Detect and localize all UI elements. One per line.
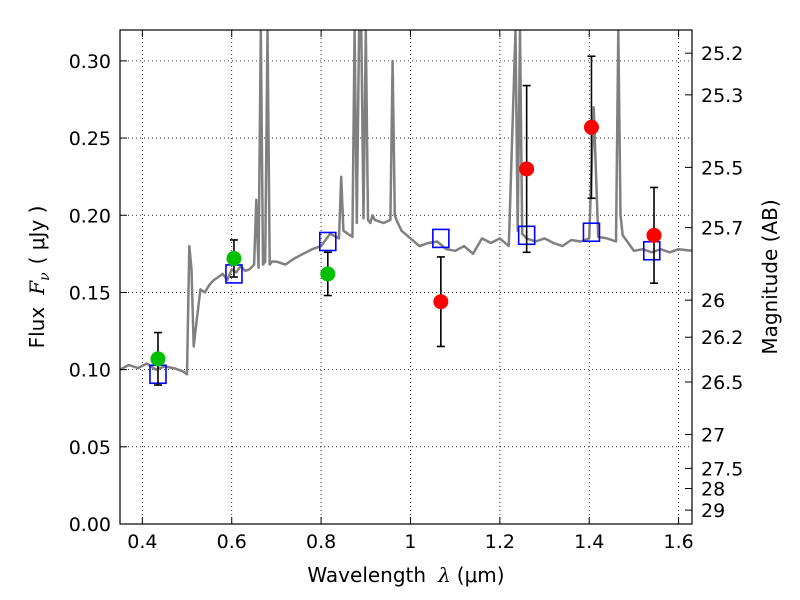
observed-flux-point bbox=[646, 227, 662, 243]
y-tick-label: 0.25 bbox=[69, 128, 111, 150]
model-spectrum bbox=[120, 30, 692, 376]
y2-tick-label: 26 bbox=[701, 290, 725, 312]
grid-lines bbox=[120, 30, 692, 525]
model-flux-square bbox=[582, 222, 601, 243]
x-axis-title: Wavelength λ (μm) bbox=[307, 563, 504, 587]
model-flux-square bbox=[318, 231, 337, 252]
y-tick-label: 0.00 bbox=[69, 514, 111, 536]
y2-tick-label: 26.2 bbox=[701, 327, 743, 349]
x-tick-label: 1 bbox=[404, 531, 416, 553]
y2-tick-label: 25.7 bbox=[701, 218, 743, 240]
x-tick-label: 0.4 bbox=[127, 531, 157, 553]
photometry-points bbox=[149, 55, 662, 386]
y2-tick-label: 25.5 bbox=[701, 157, 743, 179]
y-tick-label: 0.20 bbox=[69, 205, 111, 227]
plot-frame bbox=[119, 29, 693, 525]
y-axis-title: FluxFν( μJy ) bbox=[25, 206, 53, 349]
x-tick-label: 1.4 bbox=[574, 531, 604, 553]
y-tick-label: 0.30 bbox=[69, 51, 111, 73]
y2-tick-label: 29 bbox=[701, 500, 725, 522]
y-tick-label: 0.15 bbox=[69, 282, 111, 304]
y2-axis-title: Magnitude (AB) bbox=[758, 199, 782, 354]
axis-ticks: 0.4 0.6 0.8 1 1.2 1.4 1.6 0.00 0.05 0.10 0.15 0.20 0… bbox=[69, 30, 743, 553]
observed-flux-point bbox=[519, 161, 535, 177]
x-tick-label: 1.2 bbox=[485, 531, 515, 553]
y-tick-label: 0.10 bbox=[69, 360, 111, 382]
x-tick-label: 0.8 bbox=[306, 531, 336, 553]
observed-flux-point bbox=[150, 351, 166, 367]
model-flux-square bbox=[432, 228, 450, 249]
y-tick-label: 0.05 bbox=[69, 437, 111, 459]
spectrum-line bbox=[120, 30, 692, 376]
x-tick-label: 1.6 bbox=[663, 531, 693, 553]
y2-tick-label: 28 bbox=[701, 478, 725, 500]
observed-flux-point bbox=[583, 119, 599, 135]
x-tick-label: 0.6 bbox=[217, 531, 247, 553]
observed-flux-point bbox=[226, 250, 242, 266]
y2-tick-label: 27.5 bbox=[701, 458, 743, 480]
y2-tick-label: 26.5 bbox=[701, 372, 743, 394]
y2-tick-label: 27 bbox=[701, 424, 725, 446]
y2-tick-label: 25.3 bbox=[701, 85, 743, 107]
observed-flux-point bbox=[433, 294, 449, 310]
observed-flux-point bbox=[320, 266, 336, 282]
y2-tick-label: 25.2 bbox=[701, 43, 743, 65]
